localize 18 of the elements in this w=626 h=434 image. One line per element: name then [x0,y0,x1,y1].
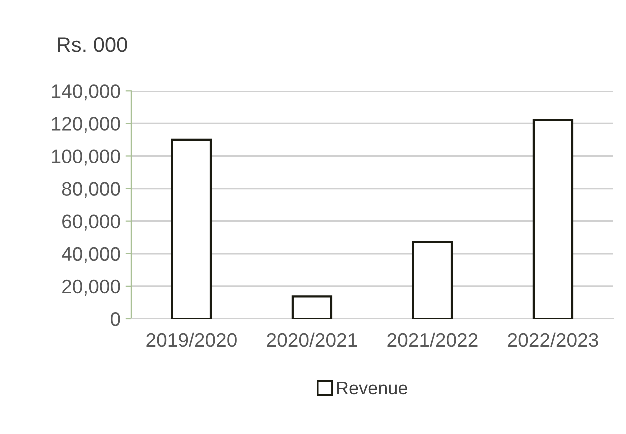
x-tick-label: 2020/2021 [267,332,358,348]
bar [412,241,454,319]
y-tick-label: 0 [110,312,120,326]
y-tick-label: 120,000 [52,117,120,134]
y-axis-title: Rs. 000 [58,38,128,52]
y-tick-label: 20,000 [62,280,120,296]
y-tick-label: 60,000 [62,214,120,231]
y-tick-label: 40,000 [62,247,120,264]
x-tick-label: 2022/2023 [508,332,598,348]
x-tick-label: 2019/2020 [146,332,237,348]
bar [171,138,212,319]
y-tick-label: 80,000 [62,182,120,198]
x-tick-label: 2021/2022 [388,332,478,348]
bar [532,119,574,319]
bar [292,296,333,319]
y-tick-label: 140,000 [52,84,120,101]
y-tick-label: 100,000 [52,150,120,166]
legend-label: Revenue [337,382,408,395]
